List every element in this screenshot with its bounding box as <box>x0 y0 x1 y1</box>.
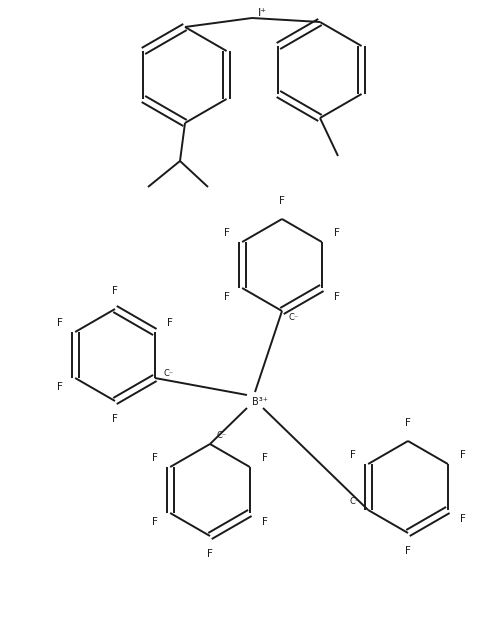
Text: F: F <box>168 318 174 328</box>
Text: F: F <box>152 453 157 463</box>
Text: F: F <box>262 453 268 463</box>
Text: C⁻: C⁻ <box>217 431 227 441</box>
Text: F: F <box>224 228 229 238</box>
Text: F: F <box>224 292 229 302</box>
Text: F: F <box>57 382 63 392</box>
Text: F: F <box>57 318 63 328</box>
Text: F: F <box>461 450 467 460</box>
Text: F: F <box>405 546 411 556</box>
Text: F: F <box>279 196 285 206</box>
Text: F: F <box>112 414 118 424</box>
Text: F: F <box>112 286 118 296</box>
Text: F: F <box>349 450 356 460</box>
Text: F: F <box>262 517 268 527</box>
Text: B³⁺: B³⁺ <box>252 397 268 407</box>
Text: F: F <box>405 418 411 428</box>
Text: F: F <box>334 228 340 238</box>
Text: I⁺: I⁺ <box>258 8 266 18</box>
Text: F: F <box>334 292 340 302</box>
Text: C⁻: C⁻ <box>349 497 359 507</box>
Text: F: F <box>152 517 157 527</box>
Text: F: F <box>461 514 467 524</box>
Text: F: F <box>207 549 213 559</box>
Text: C⁻: C⁻ <box>164 369 174 377</box>
Text: C⁻: C⁻ <box>289 312 299 322</box>
